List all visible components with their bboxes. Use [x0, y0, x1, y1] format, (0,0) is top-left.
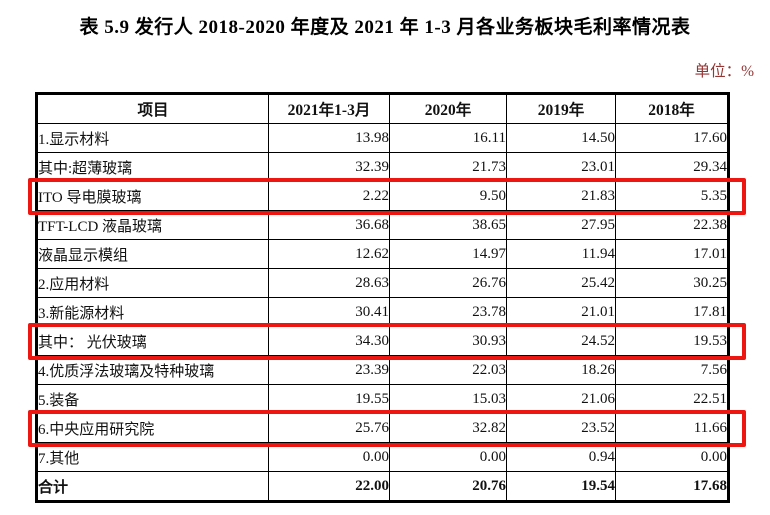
value-cell: 36.68	[268, 210, 390, 240]
table-title: 表 5.9 发行人 2018-2020 年度及 2021 年 1-3 月各业务板…	[79, 17, 691, 38]
row-label-cell: 其中： 光伏玻璃	[36, 326, 269, 356]
value-cell: 32.39	[268, 152, 390, 182]
value-cell: 21.01	[506, 297, 616, 327]
gross-margin-table: 项目 2021年1-3月 2020年 2019年 2018年 1.显示材料 13.…	[35, 92, 730, 503]
value-cell: 9.50	[389, 181, 507, 211]
value-cell: 19.53	[615, 326, 729, 356]
value-cell: 30.25	[615, 268, 729, 298]
value-cell: 18.26	[506, 355, 616, 385]
table-row: 1.显示材料 13.98 16.11 14.50 17.60	[36, 123, 729, 153]
header-row: 项目 2021年1-3月 2020年 2019年 2018年	[36, 93, 729, 124]
value-cell: 7.56	[615, 355, 729, 385]
table-row: 2.应用材料 28.63 26.76 25.42 30.25	[36, 268, 729, 298]
value-cell: 32.82	[389, 413, 507, 443]
value-cell: 17.81	[615, 297, 729, 327]
value-cell: 22.00	[268, 471, 390, 502]
value-cell: 28.63	[268, 268, 390, 298]
value-cell: 23.78	[389, 297, 507, 327]
header-cell-2020: 2020年	[389, 93, 507, 124]
value-cell: 26.76	[389, 268, 507, 298]
row-label-cell: 合计	[36, 471, 269, 502]
value-cell: 0.00	[268, 442, 390, 472]
row-label-cell: 7.其他	[36, 442, 269, 472]
value-cell: 17.01	[615, 239, 729, 269]
value-cell: 15.03	[389, 384, 507, 414]
table-row: 6.中央应用研究院 25.76 32.82 23.52 11.66	[36, 413, 729, 443]
row-label-cell: 4.优质浮法玻璃及特种玻璃	[36, 355, 269, 385]
value-cell: 17.60	[615, 123, 729, 153]
row-label-cell: TFT-LCD 液晶玻璃	[36, 210, 269, 240]
value-cell: 22.38	[615, 210, 729, 240]
value-cell: 5.35	[615, 181, 729, 211]
gross-margin-table-wrap: 项目 2021年1-3月 2020年 2019年 2018年 1.显示材料 13.…	[28, 92, 746, 503]
row-label-cell: 液晶显示模组	[36, 239, 269, 269]
header-cell-2021q1: 2021年1-3月	[268, 93, 390, 124]
row-label-cell: 5.装备	[36, 384, 269, 414]
row-label-cell: 1.显示材料	[36, 123, 269, 153]
unit-label: 单位：%	[694, 63, 754, 80]
value-cell: 25.42	[506, 268, 616, 298]
value-cell: 11.94	[506, 239, 616, 269]
table-body: 1.显示材料 13.98 16.11 14.50 17.60 其中:超薄玻璃 32.39 21…	[36, 123, 729, 502]
row-label-cell: 3.新能源材料	[36, 297, 269, 327]
value-cell: 27.95	[506, 210, 616, 240]
value-cell: 22.51	[615, 384, 729, 414]
header-cell-2019: 2019年	[506, 93, 616, 124]
header-cell-2018: 2018年	[615, 93, 729, 124]
value-cell: 16.11	[389, 123, 507, 153]
table-row: ITO 导电膜玻璃 2.22 9.50 21.83 5.35	[36, 181, 729, 211]
value-cell: 11.66	[615, 413, 729, 443]
value-cell: 2.22	[268, 181, 390, 211]
value-cell: 21.06	[506, 384, 616, 414]
table-row: TFT-LCD 液晶玻璃 36.68 38.65 27.95 22.38	[36, 210, 729, 240]
value-cell: 22.03	[389, 355, 507, 385]
value-cell: 23.01	[506, 152, 616, 182]
header-cell-item: 项目	[36, 93, 269, 124]
table-row: 7.其他 0.00 0.00 0.94 0.00	[36, 442, 729, 472]
row-label-cell: ITO 导电膜玻璃	[36, 181, 269, 211]
table-row: 液晶显示模组 12.62 14.97 11.94 17.01	[36, 239, 729, 269]
row-label-cell: 其中:超薄玻璃	[36, 152, 269, 182]
value-cell: 17.68	[615, 471, 729, 502]
value-cell: 13.98	[268, 123, 390, 153]
value-cell: 20.76	[389, 471, 507, 502]
value-cell: 12.62	[268, 239, 390, 269]
value-cell: 19.55	[268, 384, 390, 414]
value-cell: 29.34	[615, 152, 729, 182]
value-cell: 30.93	[389, 326, 507, 356]
table-row: 3.新能源材料 30.41 23.78 21.01 17.81	[36, 297, 729, 327]
value-cell: 24.52	[506, 326, 616, 356]
value-cell: 23.52	[506, 413, 616, 443]
value-cell: 21.73	[389, 152, 507, 182]
value-cell: 25.76	[268, 413, 390, 443]
value-cell: 38.65	[389, 210, 507, 240]
value-cell: 14.97	[389, 239, 507, 269]
row-label-cell: 6.中央应用研究院	[36, 413, 269, 443]
value-cell: 19.54	[506, 471, 616, 502]
value-cell: 0.94	[506, 442, 616, 472]
row-label-cell: 2.应用材料	[36, 268, 269, 298]
value-cell: 23.39	[268, 355, 390, 385]
table-row: 合计 22.00 20.76 19.54 17.68	[36, 471, 729, 502]
value-cell: 0.00	[389, 442, 507, 472]
value-cell: 30.41	[268, 297, 390, 327]
table-row: 其中： 光伏玻璃 34.30 30.93 24.52 19.53	[36, 326, 729, 356]
table-row: 其中:超薄玻璃 32.39 21.73 23.01 29.34	[36, 152, 729, 182]
value-cell: 0.00	[615, 442, 729, 472]
table-row: 5.装备 19.55 15.03 21.06 22.51	[36, 384, 729, 414]
table-row: 4.优质浮法玻璃及特种玻璃 23.39 22.03 18.26 7.56	[36, 355, 729, 385]
value-cell: 14.50	[506, 123, 616, 153]
value-cell: 21.83	[506, 181, 616, 211]
value-cell: 34.30	[268, 326, 390, 356]
